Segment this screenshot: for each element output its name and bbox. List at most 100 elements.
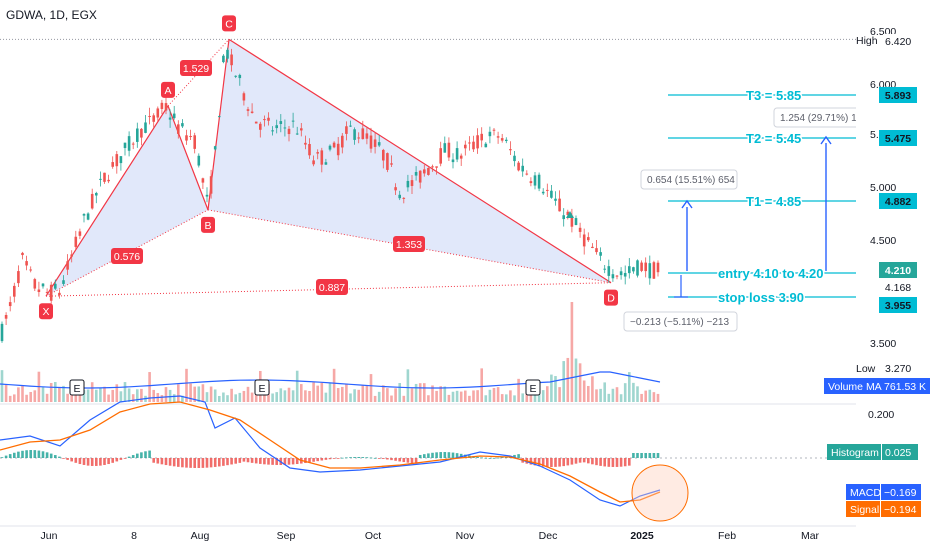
volume-bar xyxy=(349,393,352,402)
price-tick-label: 5.000 xyxy=(870,182,896,194)
macd-histogram-bar xyxy=(464,454,467,458)
macd-axis-tick: 0.200 xyxy=(868,409,894,421)
macd-histogram-bar xyxy=(619,458,623,467)
candle-body xyxy=(357,137,360,139)
macd-histogram-bar xyxy=(541,458,545,467)
candle-body xyxy=(492,129,496,131)
earnings-event-marker[interactable] xyxy=(254,379,270,396)
macd-histogram-bar xyxy=(0,457,4,459)
volume-bar xyxy=(517,378,520,402)
candle-body xyxy=(382,149,385,161)
level-label-t3: T3 = 5.85 xyxy=(746,88,801,103)
macd-histogram-bar xyxy=(336,458,340,459)
macd-histogram-bar xyxy=(615,458,619,467)
buy-signal-marker xyxy=(566,211,574,218)
volume-bar xyxy=(242,390,246,402)
volume-bar xyxy=(435,390,438,402)
candle-body xyxy=(431,166,434,168)
candle-body xyxy=(377,142,381,146)
volume-bar xyxy=(140,388,143,402)
candle-body xyxy=(611,274,615,279)
candle-body xyxy=(361,128,365,140)
macd-histogram-bar xyxy=(275,458,278,465)
volume-bar xyxy=(287,387,291,402)
t1-axis-value-bg xyxy=(879,193,917,209)
volume-bar xyxy=(119,391,123,402)
volume-bar xyxy=(209,386,213,402)
macd-histogram-bar xyxy=(476,456,479,458)
volume-bar xyxy=(607,393,611,402)
macd-histogram-bar xyxy=(652,453,656,458)
volume-bar xyxy=(451,391,455,402)
macd-histogram-bar xyxy=(427,453,430,458)
signal-line xyxy=(0,401,661,503)
volume-bar xyxy=(324,392,328,402)
time-tick-label: 8 xyxy=(131,530,137,542)
candle-body xyxy=(320,150,324,165)
macd-histogram-bar xyxy=(353,457,356,458)
candle-body xyxy=(259,123,262,130)
macd-histogram-bar xyxy=(435,452,438,458)
macd-histogram-bar xyxy=(644,453,647,458)
candle-body xyxy=(640,262,643,271)
macd-histogram-bar xyxy=(386,458,389,460)
candle-body xyxy=(160,102,164,109)
macd-histogram-bar xyxy=(480,457,483,459)
macd-histogram-bar xyxy=(58,456,61,458)
candle-body xyxy=(62,280,65,284)
candle-body xyxy=(418,170,422,183)
earnings-event-marker[interactable] xyxy=(525,379,541,396)
measure-arrow-t2-head xyxy=(820,135,832,145)
macd-histogram-bar xyxy=(205,458,209,468)
volume-bar xyxy=(459,391,463,402)
macd-histogram-bar xyxy=(254,458,258,464)
macd-value-badge xyxy=(881,484,921,500)
macd-histogram-bar xyxy=(136,453,139,458)
macd-histogram-bar xyxy=(349,457,352,458)
candle-body xyxy=(279,121,283,125)
macd-histogram-bar xyxy=(324,458,328,460)
volume-bar xyxy=(160,395,164,402)
candle-body xyxy=(267,117,270,121)
candle-body xyxy=(414,172,418,176)
volume-bar xyxy=(369,374,373,402)
candle-body xyxy=(324,162,328,165)
candle-body xyxy=(295,133,299,135)
candle-body xyxy=(459,155,463,159)
volume-bar xyxy=(21,385,24,402)
candle-body xyxy=(78,231,82,236)
candle-body xyxy=(140,128,143,138)
macd-histogram-bar xyxy=(357,457,360,458)
candle-body xyxy=(37,289,41,293)
volume-bar xyxy=(279,388,283,402)
macd-histogram-bar xyxy=(33,450,37,458)
macd-histogram-bar xyxy=(230,458,233,465)
macd-histogram-bar xyxy=(648,453,652,458)
volume-bar xyxy=(246,386,250,402)
volume-bar xyxy=(131,394,135,402)
candle-body xyxy=(623,272,627,277)
ratio-value-bd: 1.353 xyxy=(396,239,422,251)
macd-histogram-bar xyxy=(168,458,172,466)
volume-bar xyxy=(353,389,356,402)
macd-histogram-bar xyxy=(406,458,410,463)
macd-histogram-bar xyxy=(328,458,332,460)
macd-histogram-bar xyxy=(218,458,221,467)
volume-bar xyxy=(361,385,365,402)
macd-label: MACD xyxy=(850,487,881,499)
symbol-title: GDWA, 1D, EGX xyxy=(6,8,97,22)
volume-bar xyxy=(238,392,242,402)
volume-bar xyxy=(406,369,410,402)
earnings-event-marker[interactable] xyxy=(69,379,85,396)
volume-bar xyxy=(390,395,393,402)
candle-body xyxy=(550,190,553,198)
volume-bar xyxy=(275,392,278,402)
candle-body xyxy=(648,263,652,279)
candle-body xyxy=(636,260,639,276)
macd-histogram-bar xyxy=(271,458,274,465)
macd-histogram-bar xyxy=(267,458,270,465)
volume-bar xyxy=(328,382,332,402)
macd-histogram-bar xyxy=(78,458,82,465)
